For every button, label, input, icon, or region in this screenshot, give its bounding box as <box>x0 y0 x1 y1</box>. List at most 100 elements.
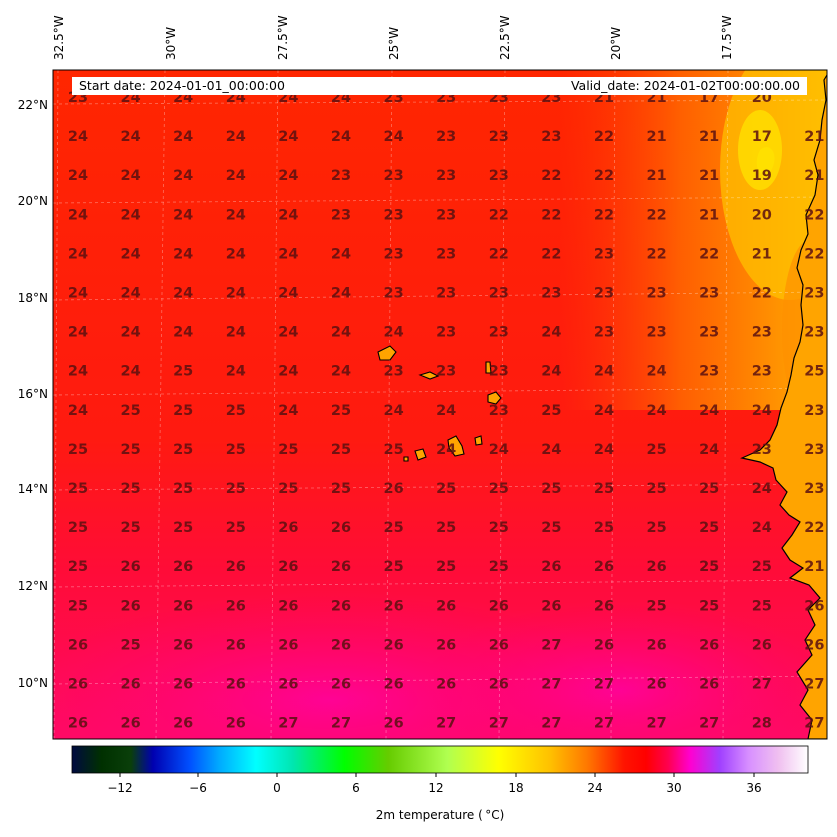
temperature-value: 24 <box>541 364 561 380</box>
temperature-value: 26 <box>68 716 88 732</box>
temperature-value: 24 <box>384 129 404 145</box>
temperature-value: 23 <box>436 325 456 341</box>
temperature-value: 25 <box>804 364 824 380</box>
temperature-value: 26 <box>804 598 824 614</box>
temperature-value: 23 <box>752 442 772 458</box>
temperature-value: 24 <box>331 325 351 341</box>
temperature-value: 24 <box>68 168 88 184</box>
temperature-value: 26 <box>699 637 719 653</box>
temperature-value: 25 <box>647 520 667 536</box>
temperature-value: 23 <box>384 286 404 302</box>
temperature-value: 25 <box>699 559 719 575</box>
latitude-label: 16°N <box>17 387 48 401</box>
temperature-value: 25 <box>68 520 88 536</box>
temperature-value: 26 <box>121 677 141 693</box>
longitude-label: 32.5°W <box>52 15 66 60</box>
colorbar-label: 2m temperature ( °C) <box>375 808 505 822</box>
temperature-value: 23 <box>804 481 824 497</box>
temperature-value: 25 <box>226 442 246 458</box>
temperature-value: 25 <box>647 442 667 458</box>
temperature-value: 24 <box>226 207 246 223</box>
temperature-value: 27 <box>541 677 561 693</box>
temperature-value: 24 <box>226 168 246 184</box>
temperature-value: 24 <box>278 129 298 145</box>
temperature-value: 22 <box>541 207 561 223</box>
temperature-value: 24 <box>278 207 298 223</box>
temperature-value: 23 <box>752 325 772 341</box>
temperature-value: 25 <box>121 481 141 497</box>
colorbar-tick-label: 12 <box>428 781 444 795</box>
temperature-value: 23 <box>804 325 824 341</box>
temperature-value: 26 <box>594 637 614 653</box>
date-info-box: Start date: 2024-01-01_00:00:00 Valid_da… <box>72 77 807 95</box>
temperature-value: 26 <box>331 520 351 536</box>
temperature-value: 25 <box>384 442 404 458</box>
temperature-value: 24 <box>647 403 667 419</box>
temperature-value: 25 <box>489 559 509 575</box>
temperature-value: 22 <box>541 246 561 262</box>
temperature-value: 25 <box>226 403 246 419</box>
temperature-value: 24 <box>752 481 772 497</box>
temperature-value: 24 <box>278 325 298 341</box>
temperature-value: 22 <box>752 286 772 302</box>
temperature-value: 24 <box>384 403 404 419</box>
longitude-label: 27.5°W <box>276 15 290 60</box>
temperature-value: 23 <box>489 325 509 341</box>
temperature-value: 23 <box>804 286 824 302</box>
temperature-value: 25 <box>594 520 614 536</box>
temperature-value: 25 <box>68 481 88 497</box>
temperature-value: 25 <box>173 442 193 458</box>
temperature-value: 24 <box>173 168 193 184</box>
temperature-value: 23 <box>594 325 614 341</box>
temperature-value: 26 <box>331 559 351 575</box>
temperature-value: 27 <box>804 716 824 732</box>
temperature-value: 26 <box>436 677 456 693</box>
temperature-value: 23 <box>594 286 614 302</box>
temperature-value: 26 <box>331 598 351 614</box>
temperature-value: 24 <box>68 403 88 419</box>
temperature-value: 24 <box>68 129 88 145</box>
temperature-value: 22 <box>594 207 614 223</box>
temperature-value: 22 <box>647 246 667 262</box>
start-date-text: Start date: 2024-01-01_00:00:00 <box>79 78 285 93</box>
temperature-value: 21 <box>647 129 667 145</box>
temperature-value: 26 <box>173 677 193 693</box>
temperature-value: 24 <box>226 325 246 341</box>
temperature-value: 24 <box>121 286 141 302</box>
temperature-value: 25 <box>752 559 772 575</box>
temperature-value: 26 <box>173 559 193 575</box>
temperature-value: 23 <box>804 403 824 419</box>
temperature-value: 26 <box>489 677 509 693</box>
temperature-value: 25 <box>436 559 456 575</box>
temperature-value: 26 <box>121 598 141 614</box>
longitude-label: 30°W <box>164 26 178 60</box>
colorbar-tick-label: 6 <box>352 781 360 795</box>
temperature-value: 24 <box>278 364 298 380</box>
temperature-value: 26 <box>699 677 719 693</box>
temperature-value: 24 <box>594 442 614 458</box>
land-coastline <box>740 73 827 739</box>
temperature-value: 25 <box>647 481 667 497</box>
temperature-value: 20 <box>752 207 772 223</box>
latitude-label: 12°N <box>17 579 48 593</box>
temperature-value: 24 <box>278 286 298 302</box>
temperature-value: 27 <box>489 716 509 732</box>
colorbar-tick-label: 30 <box>666 781 682 795</box>
temperature-value: 24 <box>173 207 193 223</box>
temperature-value: 26 <box>647 559 667 575</box>
cape-verde-islands <box>377 345 502 462</box>
temperature-value: 22 <box>804 246 824 262</box>
temperature-value: 24 <box>121 364 141 380</box>
temperature-value: 25 <box>331 403 351 419</box>
temperature-value: 26 <box>384 637 404 653</box>
temperature-value: 28 <box>752 716 772 732</box>
latitude-label: 10°N <box>17 676 48 690</box>
temperature-value: 25 <box>121 637 141 653</box>
temperature-value: 21 <box>699 129 719 145</box>
temperature-value: 24 <box>68 325 88 341</box>
temperature-value: 27 <box>699 716 719 732</box>
temperature-value: 23 <box>647 325 667 341</box>
colorbar-tick-label: −6 <box>189 781 207 795</box>
temperature-value: 27 <box>752 677 772 693</box>
temperature-value: 26 <box>226 559 246 575</box>
